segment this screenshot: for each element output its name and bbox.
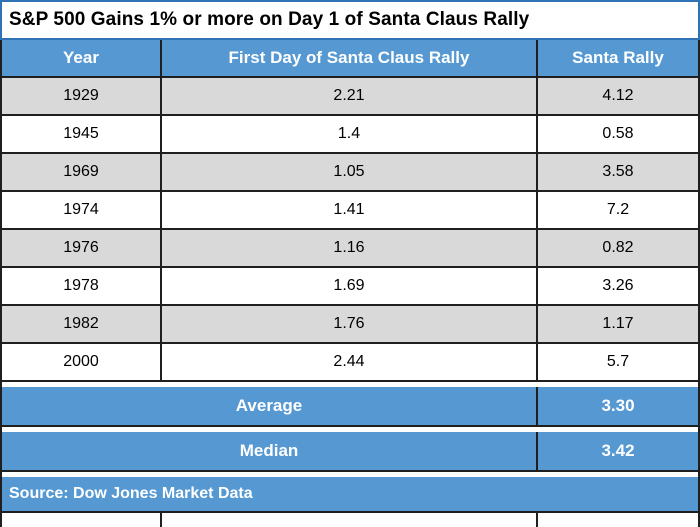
row-separator (0, 472, 700, 477)
average-row: Average 3.30 (0, 387, 700, 427)
santa-rally-cell: 0.82 (538, 230, 700, 268)
santa-rally-cell: 4.12 (538, 78, 700, 116)
year-cell: 2000 (2, 344, 162, 382)
first-day-cell: 2.44 (162, 344, 538, 382)
median-row: Median 3.42 (0, 432, 700, 472)
bottom-gridline-strip (0, 513, 700, 527)
santa-rally-cell: 1.17 (538, 306, 700, 344)
first-day-cell: 1.4 (162, 116, 538, 154)
empty-cell (2, 513, 162, 527)
row-separator (0, 382, 700, 387)
santa-rally-cell: 7.2 (538, 192, 700, 230)
col-header-first-day: First Day of Santa Claus Rally (162, 40, 538, 78)
table-row: 2000 2.44 5.7 (0, 344, 700, 382)
table-row: 1982 1.76 1.17 (0, 306, 700, 344)
year-cell: 1978 (2, 268, 162, 306)
santa-rally-cell: 3.26 (538, 268, 700, 306)
first-day-cell: 1.69 (162, 268, 538, 306)
table-row: 1969 1.05 3.58 (0, 154, 700, 192)
average-label: Average (2, 387, 538, 427)
header-row: Year First Day of Santa Claus Rally Sant… (0, 40, 700, 78)
first-day-cell: 1.16 (162, 230, 538, 268)
source-row: Source: Dow Jones Market Data (0, 477, 700, 513)
empty-cell (538, 513, 700, 527)
table-row: 1976 1.16 0.82 (0, 230, 700, 268)
santa-rally-cell: 5.7 (538, 344, 700, 382)
year-cell: 1974 (2, 192, 162, 230)
table-row: 1929 2.21 4.12 (0, 78, 700, 116)
empty-cell (162, 513, 538, 527)
year-cell: 1982 (2, 306, 162, 344)
table-row: 1945 1.4 0.58 (0, 116, 700, 154)
year-cell: 1945 (2, 116, 162, 154)
santa-rally-cell: 0.58 (538, 116, 700, 154)
first-day-cell: 1.05 (162, 154, 538, 192)
col-header-year: Year (2, 40, 162, 78)
first-day-cell: 1.76 (162, 306, 538, 344)
table-row: 1978 1.69 3.26 (0, 268, 700, 306)
col-header-santa-rally: Santa Rally (538, 40, 700, 78)
year-cell: 1976 (2, 230, 162, 268)
median-value: 3.42 (538, 432, 700, 472)
year-cell: 1969 (2, 154, 162, 192)
first-day-cell: 1.41 (162, 192, 538, 230)
median-label: Median (2, 432, 538, 472)
year-cell: 1929 (2, 78, 162, 116)
row-separator (0, 427, 700, 432)
santa-rally-cell: 3.58 (538, 154, 700, 192)
average-value: 3.30 (538, 387, 700, 427)
source-text: Source: Dow Jones Market Data (2, 477, 700, 513)
table-title: S&P 500 Gains 1% or more on Day 1 of San… (0, 0, 700, 40)
table-row: 1974 1.41 7.2 (0, 192, 700, 230)
first-day-cell: 2.21 (162, 78, 538, 116)
